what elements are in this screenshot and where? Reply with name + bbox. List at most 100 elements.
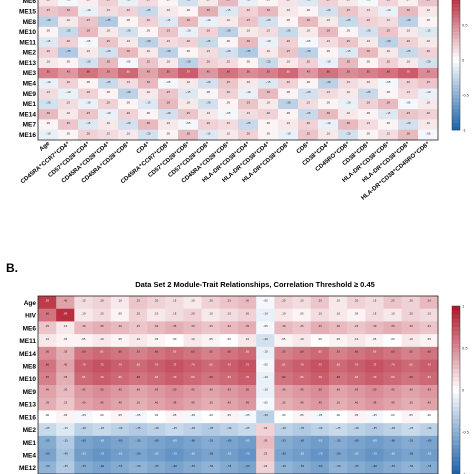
heatmap-cell xyxy=(347,423,366,437)
cell-value-label: .20 xyxy=(281,299,285,303)
cell-value-label: -.65 xyxy=(299,451,304,455)
heatmap-cell xyxy=(258,47,279,59)
cell-value-label: .15 xyxy=(372,299,376,303)
cell-value-label: .20 xyxy=(266,111,270,115)
colorbar-segment xyxy=(452,390,460,395)
heatmap-cell xyxy=(78,47,99,59)
heatmap-cell xyxy=(338,119,359,131)
cell-value-label: .10 xyxy=(409,337,413,341)
heatmap-cell xyxy=(165,296,184,310)
heatmap-cell xyxy=(56,461,75,474)
cell-value-label: -.35 xyxy=(372,426,377,430)
heatmap-cell xyxy=(278,26,299,38)
cell-value-label: .15 xyxy=(106,8,110,12)
cell-value-label: -.60 xyxy=(135,451,140,455)
cell-value-label: .60 xyxy=(386,70,390,74)
cell-value-label: .40 xyxy=(154,400,158,404)
cell-value-label: .05 xyxy=(126,100,130,104)
heatmap-cell xyxy=(198,6,219,17)
heatmap-cell xyxy=(147,321,166,335)
heatmap-cell xyxy=(128,321,148,335)
cell-value-label: .25 xyxy=(86,111,90,115)
cell-value-label: .45 xyxy=(172,400,176,404)
heatmap-cell xyxy=(238,435,257,449)
heatmap-cell xyxy=(328,448,348,462)
heatmap-cell xyxy=(258,78,279,89)
colorbar-tick-label: 0.5 xyxy=(462,23,468,28)
cell-value-label: .20 xyxy=(106,100,110,104)
heatmap-cell xyxy=(298,98,319,110)
cell-value-label: .65 xyxy=(118,375,122,379)
cell-value-label: .40 xyxy=(409,388,413,392)
heatmap-cell xyxy=(158,109,179,120)
heatmap-cell xyxy=(201,359,221,373)
heatmap-cell xyxy=(78,78,99,89)
cell-value-label: .90 xyxy=(63,311,67,315)
cell-value-label: .25 xyxy=(136,324,140,328)
heatmap-cell xyxy=(418,16,439,28)
cell-value-label: -.65 xyxy=(172,439,177,443)
heatmap-cell xyxy=(328,321,348,335)
heatmap-cell xyxy=(201,308,221,322)
heatmap-cell xyxy=(118,68,139,79)
heatmap-cell xyxy=(138,78,159,89)
cell-value-label: .65 xyxy=(136,362,140,366)
cell-value-label: .30 xyxy=(126,49,130,53)
heatmap-cell xyxy=(201,423,221,437)
cell-value-label: .70 xyxy=(81,362,85,366)
heatmap-cell xyxy=(274,296,293,310)
heatmap-cell xyxy=(118,129,139,141)
row-label: ME8 xyxy=(23,363,37,370)
cell-value-label: .20 xyxy=(209,299,213,303)
heatmap-cell xyxy=(292,308,312,322)
heatmap-cell xyxy=(38,448,57,462)
heatmap-cell xyxy=(418,119,439,131)
heatmap-cell xyxy=(218,88,239,100)
heatmap-cell xyxy=(328,334,348,348)
heatmap-cell xyxy=(118,57,139,69)
cell-value-label: .25 xyxy=(186,111,190,115)
heatmap-cell xyxy=(147,461,166,474)
cell-value-label: .05 xyxy=(354,413,358,417)
cell-value-label: .05 xyxy=(386,90,390,94)
heatmap-cell xyxy=(183,372,202,386)
colorbar-segment xyxy=(452,440,460,445)
cell-value-label: .20 xyxy=(206,121,210,125)
row-label: ME2 xyxy=(23,50,37,57)
cell-value-label: -.15 xyxy=(345,49,350,53)
cell-value-label: .00 xyxy=(100,413,104,417)
cell-value-label: -.15 xyxy=(385,111,390,115)
cell-value-label: .25 xyxy=(66,121,70,125)
heatmap-cell xyxy=(110,346,130,360)
heatmap-cell xyxy=(298,47,319,59)
cell-value-label: .35 xyxy=(172,324,176,328)
heatmap-cell xyxy=(58,78,79,89)
heatmap-cell xyxy=(74,334,93,348)
cell-value-label: .00 xyxy=(390,337,394,341)
cell-value-label: .20 xyxy=(409,299,413,303)
cell-value-label: -.05 xyxy=(317,413,322,417)
cell-value-label: .70 xyxy=(100,375,104,379)
heatmap-cell xyxy=(158,16,179,28)
heatmap-cell xyxy=(347,385,366,399)
cell-value-label: .05 xyxy=(281,337,285,341)
cell-value-label: .65 xyxy=(245,350,249,354)
heatmap-cell xyxy=(74,308,93,322)
heatmap-cell xyxy=(401,448,421,462)
heatmap-cell xyxy=(419,321,439,335)
cell-value-label: -.05 xyxy=(81,413,86,417)
cell-value-label: -.55 xyxy=(408,439,413,443)
heatmap-cell xyxy=(74,385,93,399)
heatmap-cell xyxy=(378,88,399,100)
colorbar-segment xyxy=(452,28,460,33)
heatmap-cell xyxy=(401,397,421,411)
cell-value-label: -.55 xyxy=(299,464,304,468)
heatmap-cell xyxy=(183,359,202,373)
cell-value-label: .10 xyxy=(126,39,130,43)
colorbar-tick-label: -0.5 xyxy=(462,430,470,435)
cell-value-label: .10 xyxy=(246,80,250,84)
heatmap-cell xyxy=(418,6,439,17)
heatmap-cell xyxy=(128,435,148,449)
heatmap-cell xyxy=(128,385,148,399)
cell-value-label: .50 xyxy=(318,388,322,392)
